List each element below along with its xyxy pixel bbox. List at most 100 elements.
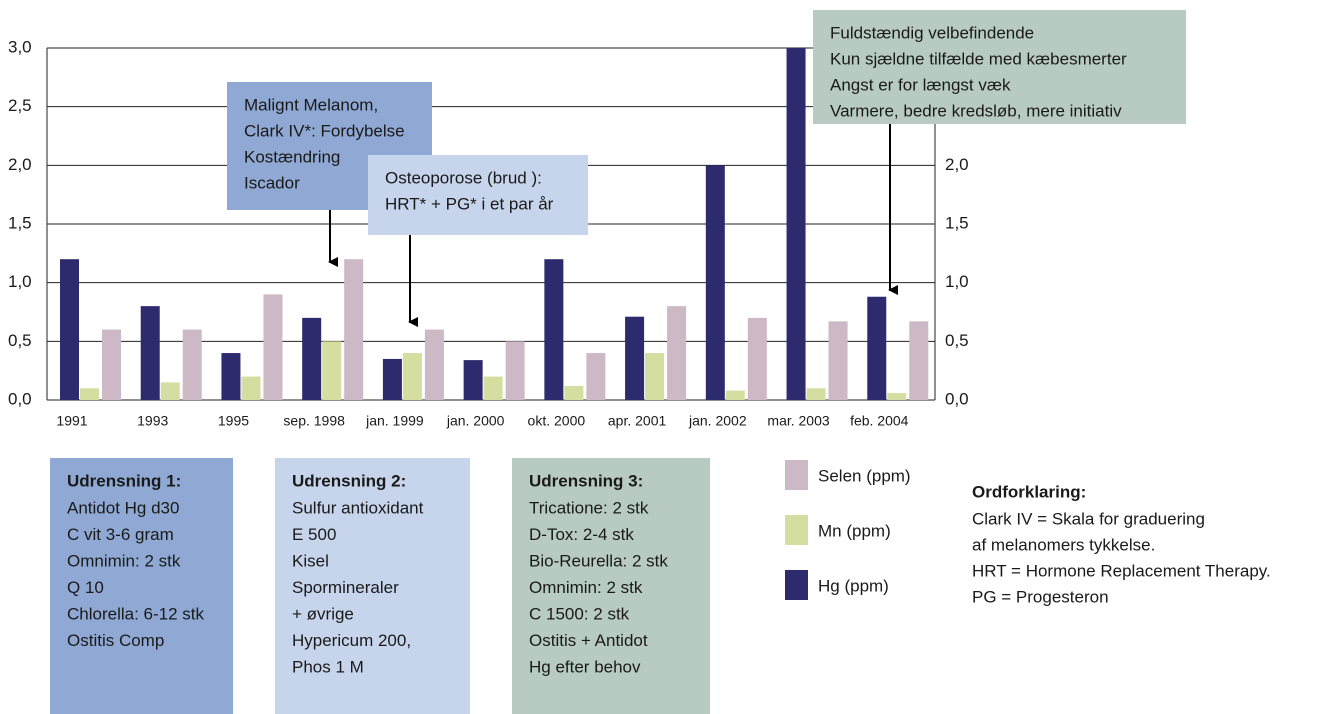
bar xyxy=(786,48,806,400)
annotation-text: Kostændring xyxy=(244,147,340,166)
x-tick-label: 1991 xyxy=(56,413,87,429)
panel-line: D-Tox: 2-4 stk xyxy=(529,525,634,544)
bar xyxy=(806,388,826,400)
glossary-line: Clark IV = Skala for graduering xyxy=(972,509,1205,528)
x-tick-label: feb. 2004 xyxy=(850,413,909,429)
annotation-text: Angst er for længst væk xyxy=(830,75,1011,94)
panel-line: Hg efter behov xyxy=(529,657,641,676)
y-tick-label: 3,0 xyxy=(8,37,32,56)
overlay: Malignt Melanom, Clark IV*: Fordybelse Kos… xyxy=(50,10,1271,714)
bar xyxy=(645,353,665,400)
panel-line: Sulfur antioxidant xyxy=(292,498,424,517)
legend-swatch xyxy=(785,515,808,545)
annotation-text: Fuldstændig velbefindende xyxy=(830,23,1034,42)
bar xyxy=(182,329,202,400)
bar xyxy=(725,390,745,400)
bar xyxy=(263,294,283,400)
panel-line: Chlorella: 6-12 stk xyxy=(67,604,205,623)
panel-line: Ostitis + Antidot xyxy=(529,631,648,650)
bar xyxy=(322,341,342,400)
panel xyxy=(50,458,233,714)
panel-line: C 1500: 2 stk xyxy=(529,604,630,623)
bar xyxy=(586,353,606,400)
bar xyxy=(221,353,241,400)
legend-label: Mn (ppm) xyxy=(818,521,891,540)
x-tick-label: jan. 2000 xyxy=(446,413,505,429)
bar xyxy=(867,296,887,400)
annotation-box xyxy=(368,155,588,235)
legend-label: Selen (ppm) xyxy=(818,466,911,485)
annotation-text: Varmere, bedre kredsløb, mere initiativ xyxy=(830,101,1122,120)
y2-tick-label: 1,0 xyxy=(945,272,969,291)
panel-line: Kisel xyxy=(292,551,329,570)
panel xyxy=(512,458,710,714)
bar xyxy=(160,382,180,400)
panel-title: Udrensning 3: xyxy=(529,471,643,490)
y2-tick-label: 1,5 xyxy=(945,213,969,232)
panel-line: Ostitis Comp xyxy=(67,631,164,650)
bar xyxy=(60,259,79,400)
x-tick-label: okt. 2000 xyxy=(528,413,586,429)
panel-line: C vit 3-6 gram xyxy=(67,525,174,544)
panel-line: Spormineraler xyxy=(292,578,399,597)
bar xyxy=(625,316,645,400)
annotation-text: Iscador xyxy=(244,173,300,192)
bar xyxy=(747,317,767,400)
panel-line: + øvrige xyxy=(292,604,354,623)
annotation-text: Kun sjældne tilfælde med kæbesmerter xyxy=(830,49,1127,68)
x-tick-label: 1993 xyxy=(137,413,168,429)
bar xyxy=(382,358,402,400)
panel-line: Omnimin: 2 stk xyxy=(529,578,643,597)
glossary-line: PG = Progesteron xyxy=(972,587,1109,606)
annotation-box xyxy=(813,10,1186,124)
bar xyxy=(80,388,99,400)
y-tick-label: 2,5 xyxy=(8,96,32,115)
plot: 0,00,00,50,51,01,01,51,52,02,02,52,53,03… xyxy=(8,37,969,428)
x-tick-label: 1995 xyxy=(218,413,249,429)
x-tick-label: mar. 2003 xyxy=(767,413,829,429)
annotation-text: Clark IV*: Fordybelse xyxy=(244,121,405,140)
glossary-line: af melanomers tykkelse. xyxy=(972,535,1155,554)
bar xyxy=(909,321,929,400)
bar xyxy=(463,360,483,400)
bar xyxy=(140,306,160,400)
panel xyxy=(275,458,470,714)
x-tick-label: apr. 2001 xyxy=(608,413,667,429)
legend-swatch xyxy=(785,570,808,600)
bar xyxy=(828,321,848,400)
bar xyxy=(505,341,525,400)
bar xyxy=(241,376,261,400)
y2-tick-label: 2,0 xyxy=(945,155,969,174)
legend-swatch xyxy=(785,460,808,490)
x-tick-label: sep. 1998 xyxy=(283,413,345,429)
y-tick-label: 0,0 xyxy=(8,389,32,408)
panel-line: Q 10 xyxy=(67,578,104,597)
bar xyxy=(887,392,907,400)
y-tick-label: 1,5 xyxy=(8,213,32,232)
panel-line: Tricatione: 2 stk xyxy=(529,498,649,517)
panel-line: Antidot Hg d30 xyxy=(67,498,179,517)
panel-line: Hypericum 200, xyxy=(292,631,411,650)
glossary-title: Ordforklaring: xyxy=(972,482,1086,501)
bar xyxy=(344,259,364,400)
bar xyxy=(705,165,725,400)
panel-line: Omnimin: 2 stk xyxy=(67,551,181,570)
bar xyxy=(483,376,503,400)
bar xyxy=(402,353,422,400)
y-tick-label: 1,0 xyxy=(8,272,32,291)
annotation-text: Malignt Melanom, xyxy=(244,95,378,114)
bar xyxy=(544,259,564,400)
panel-line: Bio-Reurella: 2 stk xyxy=(529,551,668,570)
annotation-text: Osteoporose (brud ): xyxy=(385,168,542,187)
bar xyxy=(667,306,687,400)
annotation-text: HRT* + PG* i et par år xyxy=(385,194,554,213)
x-tick-label: jan. 1999 xyxy=(365,413,424,429)
y2-tick-label: 0,5 xyxy=(945,331,969,350)
panel-title: Udrensning 2: xyxy=(292,471,406,490)
legend-label: Hg (ppm) xyxy=(818,576,889,595)
x-tick-label: jan. 2002 xyxy=(688,413,747,429)
y-tick-label: 2,0 xyxy=(8,155,32,174)
glossary-line: HRT = Hormone Replacement Therapy. xyxy=(972,561,1271,580)
panel-line: Phos 1 M xyxy=(292,657,364,676)
